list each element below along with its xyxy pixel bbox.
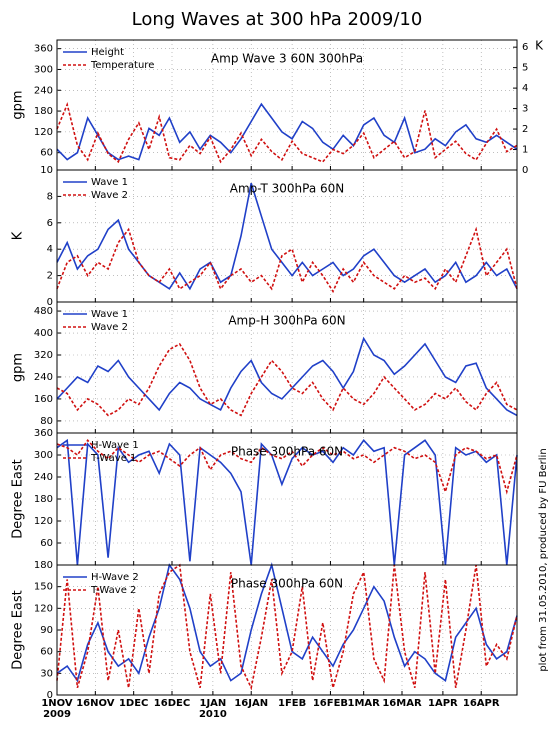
y-axis-label: Degree East (11, 590, 26, 670)
y-tick-label: 240 (34, 472, 53, 483)
y-tick-label: 360 (34, 44, 53, 55)
y-tick-label: 400 (34, 328, 53, 339)
y-axis-label: gpm (11, 353, 26, 382)
y-tick-label: 120 (34, 603, 53, 614)
data-line (56, 342, 518, 417)
x-tick-label: 1MAR (347, 698, 380, 709)
y-tick-label: 300 (34, 64, 53, 75)
x-year-label: 2009 (43, 709, 71, 720)
y2-axis-label: K (535, 39, 544, 53)
legend-label: Wave 1 (91, 309, 128, 320)
y-axis-label: Degree East (11, 459, 26, 539)
x-tick-label: 1APR (428, 698, 458, 709)
panel-title: Amp Wave 3 60N 300hPa (211, 52, 363, 66)
x-tick-label: 16DEC (154, 698, 190, 709)
y-tick-label: 0 (47, 297, 53, 308)
y2-tick-label: 2 (522, 124, 528, 135)
x-tick-label: 16JAN (234, 698, 268, 709)
y-tick-label: 10 (40, 165, 53, 176)
y2-tick-label: 3 (522, 104, 528, 115)
data-line (56, 563, 518, 691)
y2-tick-label: 4 (522, 83, 528, 94)
data-line (56, 562, 518, 683)
y-tick-label: 30 (40, 668, 53, 679)
data-line (56, 226, 518, 294)
panel-title: Amp-H 300hPa 60N (228, 314, 345, 328)
y-axis-label: K (11, 231, 26, 240)
legend-label: Height (91, 47, 124, 58)
y-tick-label: 300 (34, 450, 53, 461)
y2-tick-label: 5 (522, 63, 528, 74)
y2-tick-label: 6 (522, 42, 528, 53)
x-tick-label: 16MAR (382, 698, 422, 709)
panel-title: Phase 300hPa 60N (231, 445, 343, 459)
y-axis-label: gpm (11, 90, 26, 119)
y-tick-label: 160 (34, 394, 53, 405)
y-tick-label: 90 (40, 625, 53, 636)
data-line (56, 439, 518, 495)
data-line (56, 336, 518, 417)
x-tick-label: 16FEB (313, 698, 348, 709)
y-tick-label: 60 (40, 148, 53, 159)
legend-label: Wave 2 (91, 322, 128, 333)
y-tick-label: 180 (34, 560, 53, 571)
y-tick-label: 80 (40, 416, 53, 427)
data-line (56, 102, 518, 161)
y-tick-label: 60 (40, 538, 53, 549)
x-tick-label: 1DEC (119, 698, 148, 709)
y-tick-label: 480 (34, 306, 53, 317)
y2-tick-label: 0 (522, 165, 528, 176)
legend-label: H-Wave 1 (91, 440, 139, 451)
y-tick-label: 240 (34, 372, 53, 383)
legend-label: Temperature (90, 60, 154, 71)
y-tick-label: 180 (34, 494, 53, 505)
y-tick-label: 360 (34, 428, 53, 439)
y-tick-label: 150 (34, 582, 53, 593)
legend-label: Wave 2 (91, 190, 128, 201)
y-tick-label: 120 (34, 127, 53, 138)
x-year-label: 2010 (199, 709, 227, 720)
y-tick-label: 240 (34, 85, 53, 96)
legend-label: T-Wave 1 (90, 453, 136, 464)
y-tick-label: 0 (47, 690, 53, 701)
y-tick-label: 180 (34, 106, 53, 117)
x-tick-label: 16APR (463, 698, 500, 709)
x-tick-label: 16NOV (76, 698, 115, 709)
x-tick-label: 1NOV (41, 698, 73, 709)
y-tick-label: 320 (34, 350, 53, 361)
legend-label: T-Wave 2 (90, 585, 136, 596)
legend-label: H-Wave 2 (91, 572, 139, 583)
panel-title: Amp-T 300hPa 60N (230, 182, 345, 196)
y-tick-label: 6 (47, 218, 53, 229)
y-tick-label: 4 (47, 244, 53, 255)
data-line (56, 101, 518, 164)
panel-frame (56, 564, 518, 696)
y-tick-label: 120 (34, 516, 53, 527)
y2-tick-label: 1 (522, 145, 528, 156)
x-tick-label: 1FEB (278, 698, 306, 709)
legend-label: Wave 1 (91, 177, 128, 188)
y-tick-label: 60 (40, 647, 53, 658)
y-tick-label: 2 (47, 271, 53, 282)
x-tick-label: 1JAN (199, 698, 226, 709)
page-title: Long Waves at 300 hPa 2009/10 (132, 9, 423, 30)
panel-title: Phase 300hPa 60N (231, 577, 343, 591)
y-tick-label: 8 (47, 191, 53, 202)
footnote: plot from 31.05.2010, produced by FU Ber… (538, 448, 549, 671)
